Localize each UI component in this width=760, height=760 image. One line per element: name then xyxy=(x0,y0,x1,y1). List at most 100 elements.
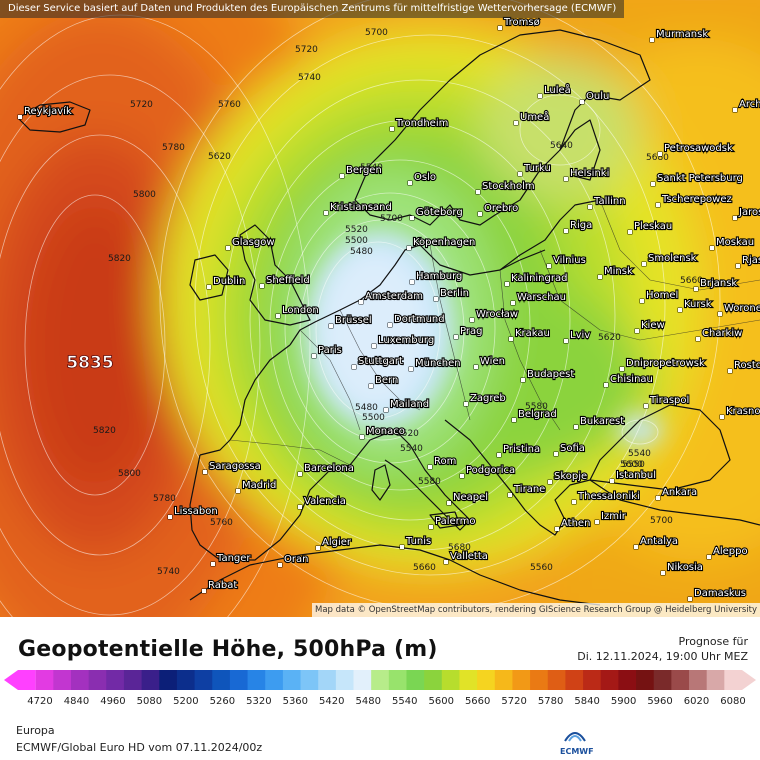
colorbar-segment xyxy=(35,670,54,690)
city-marker xyxy=(225,245,231,251)
colorbar-segment xyxy=(106,670,125,690)
city-marker xyxy=(210,561,216,567)
city-label: Homel xyxy=(646,290,678,301)
city-label: Tallinn xyxy=(593,196,626,207)
map-attribution: Map data © OpenStreetMap contributors, r… xyxy=(312,603,760,617)
city-marker xyxy=(571,499,577,505)
colorbar-tick-label: 5080 xyxy=(136,696,163,707)
city-label: Valletta xyxy=(450,551,488,562)
colorbar-segment xyxy=(477,670,496,690)
colorbar-segment xyxy=(265,670,284,690)
contour-label: 5640 xyxy=(550,141,573,151)
city-marker xyxy=(597,274,603,280)
contour-label: 5560 xyxy=(530,563,553,573)
contour-label: 5660 xyxy=(680,276,703,286)
forecast-label: Prognose für xyxy=(678,635,749,648)
colorbar-segment xyxy=(441,670,460,690)
colorbar-tick-label: 5540 xyxy=(392,696,418,707)
colorbar xyxy=(4,670,756,690)
contour-label: 5550 xyxy=(622,460,645,470)
city-label: Barcelona xyxy=(304,463,354,474)
ecmwf-logo-text: ECMWF xyxy=(560,747,594,756)
city-marker xyxy=(277,562,283,568)
city-label: Kiew xyxy=(641,320,665,331)
city-label: Saragossa xyxy=(209,461,261,472)
contour-label: 5540 xyxy=(400,444,423,454)
contour-label: 5660 xyxy=(413,563,436,573)
colorbar-segment xyxy=(159,670,178,690)
city-label: Turku xyxy=(523,163,551,174)
colorbar-segment xyxy=(123,670,143,690)
city-marker xyxy=(687,596,693,602)
city-label: Tirane xyxy=(513,484,545,495)
city-label: Krakau xyxy=(515,328,550,339)
city-marker xyxy=(553,451,559,457)
city-marker xyxy=(732,107,738,113)
city-label: Glasgow xyxy=(232,237,275,248)
city-label: Prag xyxy=(460,326,482,337)
city-marker xyxy=(328,323,334,329)
contour-label: 5720 xyxy=(130,100,153,110)
city-marker xyxy=(409,279,415,285)
contour-label: 5580 xyxy=(525,402,548,412)
city-marker xyxy=(473,364,479,370)
ecmwf-logo-icon xyxy=(564,732,586,742)
city-marker xyxy=(371,343,377,349)
colorbar-tick-label: 6020 xyxy=(683,696,710,707)
colorbar-segment xyxy=(318,670,337,690)
city-marker xyxy=(428,524,434,530)
colorbar-segment xyxy=(70,670,90,690)
city-label: Stockholm xyxy=(482,181,535,192)
contour-label: 5480 xyxy=(355,403,378,413)
colorbar-segment xyxy=(282,670,302,690)
city-label: Madrid xyxy=(242,480,276,491)
city-label: Brjansk xyxy=(700,278,737,289)
city-label: Aleppo xyxy=(713,546,748,557)
colorbar-segment xyxy=(653,670,672,690)
contour-label: 5680 xyxy=(448,543,471,553)
city-marker xyxy=(517,171,523,177)
city-label: Bern xyxy=(375,375,398,386)
city-label: Kaliningrad xyxy=(511,273,567,284)
city-marker xyxy=(587,204,593,210)
city-marker xyxy=(409,215,415,221)
city-marker xyxy=(660,570,666,576)
contour-label: 5760 xyxy=(218,100,241,110)
city-marker xyxy=(358,299,364,305)
city-marker xyxy=(475,189,481,195)
city-marker xyxy=(520,377,526,383)
contour-label: 5820 xyxy=(93,426,116,436)
city-label: Damaskus xyxy=(694,588,746,599)
city-label: Dortmund xyxy=(394,314,445,325)
city-label: Algier xyxy=(322,537,352,548)
city-marker xyxy=(706,554,712,560)
city-label: Helsinki xyxy=(570,168,609,179)
colorbar-tick-label: 5200 xyxy=(173,696,199,707)
colorbar-segment xyxy=(194,670,213,690)
city-label: Orebro xyxy=(484,203,518,214)
city-marker xyxy=(719,414,725,420)
city-marker xyxy=(563,176,569,182)
colorbar-segment xyxy=(689,670,708,690)
city-marker xyxy=(554,526,560,532)
city-marker xyxy=(603,382,609,388)
colorbar-segment xyxy=(671,670,690,690)
city-marker xyxy=(619,366,625,372)
city-label: Umeå xyxy=(520,110,549,123)
city-marker xyxy=(259,283,265,289)
ecmwf-logo: ECMWF xyxy=(560,728,594,756)
city-label: Athen xyxy=(561,518,590,529)
city-marker xyxy=(579,99,585,105)
city-label: Charkiw xyxy=(702,328,742,339)
city-marker xyxy=(639,298,645,304)
city-label: Mailand xyxy=(390,399,429,410)
contour-label: 5540 xyxy=(360,163,383,173)
city-marker xyxy=(433,296,439,302)
city-label: Stuttgart xyxy=(358,356,403,367)
colorbar-segment xyxy=(600,670,619,690)
weather-map[interactable]: 5835 5700 5720 5740 5720 5760 5780 5800 … xyxy=(0,0,760,617)
city-label: Dnipropetrowsk xyxy=(626,358,705,369)
colorbar-segment xyxy=(4,670,36,690)
city-label: Palermo xyxy=(435,516,475,527)
contour-label: 5540 xyxy=(628,449,651,459)
